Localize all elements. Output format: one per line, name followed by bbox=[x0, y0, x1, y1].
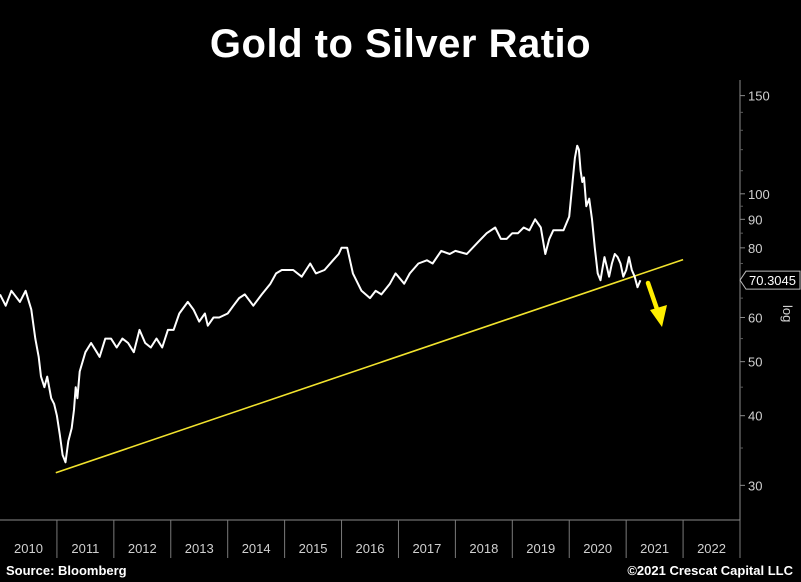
arrow-shaft bbox=[645, 280, 661, 315]
arrow-head bbox=[650, 305, 667, 327]
support-trendline bbox=[55, 258, 684, 474]
x-tick-label: 2017 bbox=[412, 541, 441, 556]
x-tick-label: 2010 bbox=[14, 541, 43, 556]
y-tick-label: 90 bbox=[748, 212, 762, 227]
y-axis: 30 40 50 60 80 90 100 150 log bbox=[739, 80, 795, 520]
x-tick-label: 2012 bbox=[128, 541, 157, 556]
y-tick-label: 40 bbox=[748, 409, 762, 424]
chart-title: Gold to Silver Ratio bbox=[209, 22, 592, 66]
trendline-group bbox=[55, 258, 684, 474]
x-tick-label: 2016 bbox=[356, 541, 385, 556]
gold-silver-ratio-line bbox=[0, 144, 642, 464]
x-axis: 2010 2011 2012 2013 2014 2015 2016 2017 2018 2019… bbox=[0, 519, 741, 558]
last-value-flag: 70.3045 bbox=[739, 270, 801, 290]
annotation-group: 70.3045 bbox=[645, 270, 801, 327]
y-axis-scale-label: log bbox=[780, 305, 795, 322]
x-tick-label: 2019 bbox=[526, 541, 555, 556]
y-tick-label: 60 bbox=[748, 311, 762, 326]
last-value-flag-box bbox=[739, 270, 801, 290]
source-note: Source: Bloomberg bbox=[6, 563, 127, 578]
y-tick-label: 150 bbox=[748, 89, 770, 104]
y-tick-label: 50 bbox=[748, 355, 762, 370]
copyright-note: ©2021 Crescat Capital LLC bbox=[627, 563, 793, 578]
x-tick-label: 2015 bbox=[299, 541, 328, 556]
x-tick-label: 2022 bbox=[697, 541, 726, 556]
series-group bbox=[0, 144, 642, 464]
y-tick-label: 80 bbox=[748, 241, 762, 256]
last-value-label: 70.3045 bbox=[749, 273, 796, 288]
x-tick-label: 2018 bbox=[469, 541, 498, 556]
x-tick-label: 2021 bbox=[640, 541, 669, 556]
x-tick-label: 2020 bbox=[583, 541, 612, 556]
x-tick-label: 2013 bbox=[185, 541, 214, 556]
x-tick-label: 2014 bbox=[242, 541, 271, 556]
downward-arrow-icon bbox=[645, 280, 667, 327]
y-tick-label: 100 bbox=[748, 187, 770, 202]
x-tick-label: 2011 bbox=[71, 541, 99, 556]
y-tick-label: 30 bbox=[748, 478, 762, 493]
